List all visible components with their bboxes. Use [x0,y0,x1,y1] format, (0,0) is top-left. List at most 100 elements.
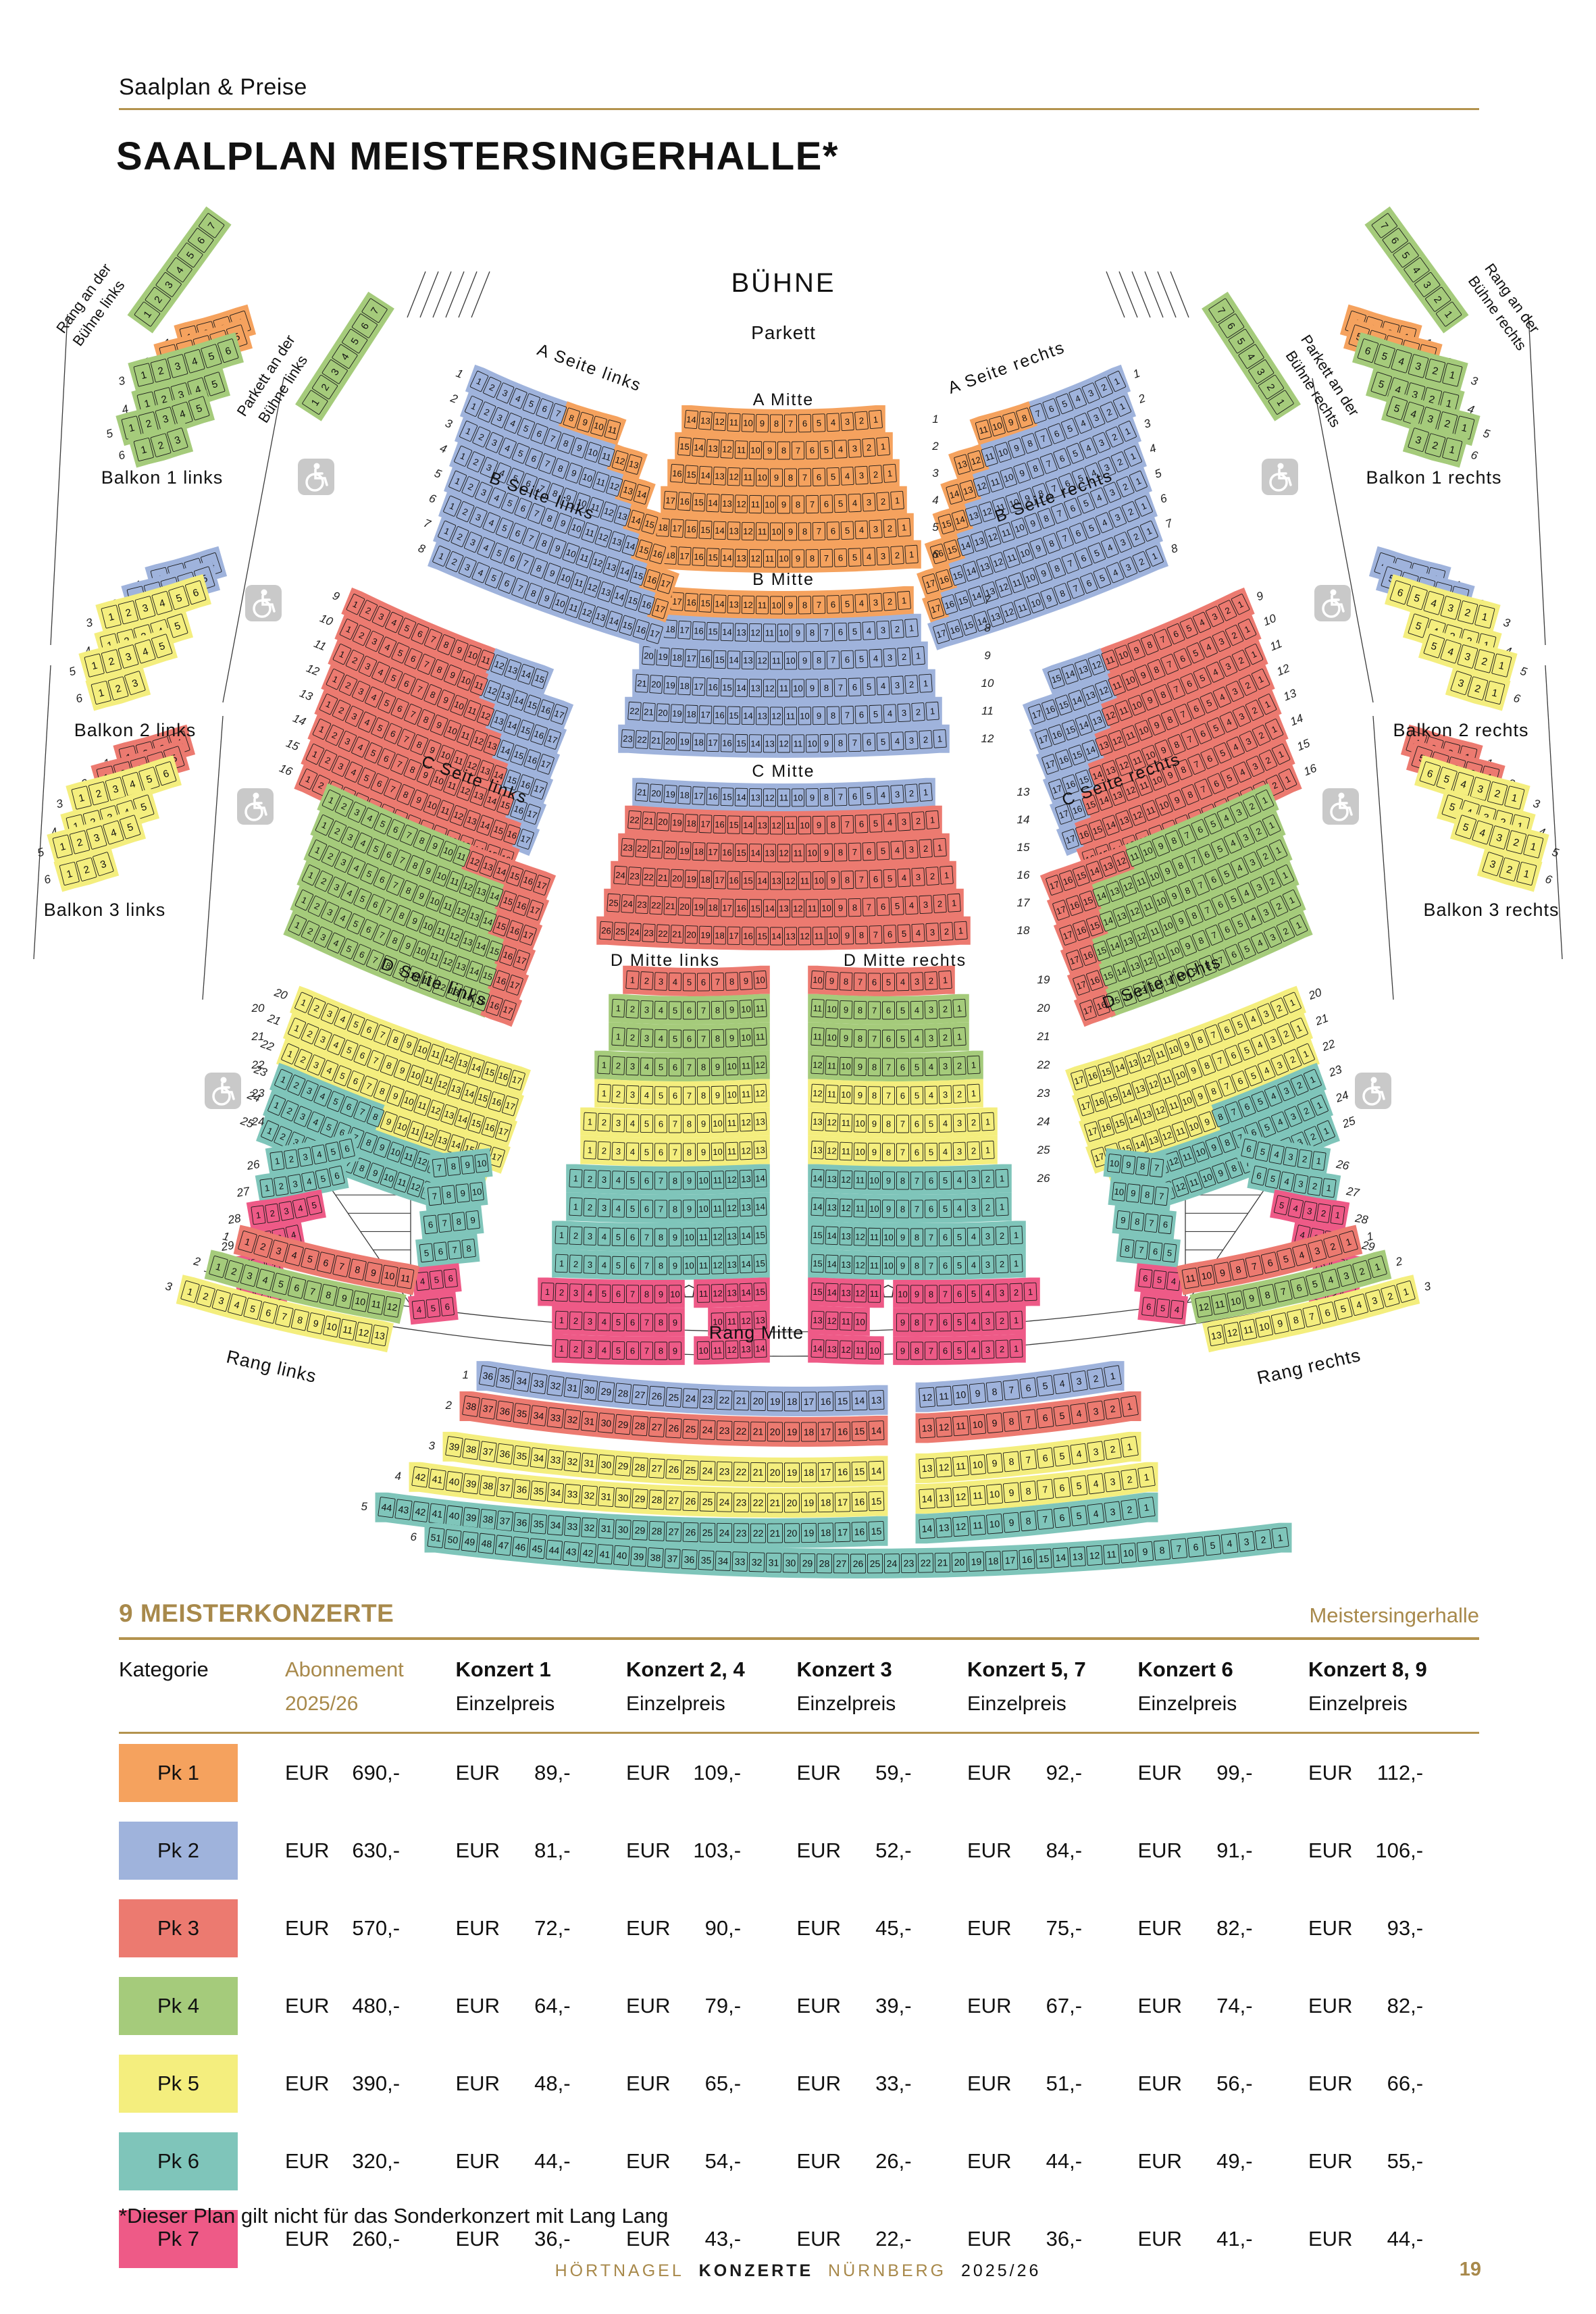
section-ecke-links-sub[interactable]: 7 8 9 107 8 9 106 7 8 95 6 7 84 5 64 5 6 [405,1148,496,1325]
svg-text:24: 24 [719,1497,730,1508]
svg-text:4: 4 [900,977,906,987]
svg-text:8: 8 [817,655,822,665]
svg-text:12: 12 [921,1391,933,1403]
svg-text:9: 9 [915,1289,919,1300]
svg-text:6: 6 [881,902,886,912]
svg-text:9: 9 [743,975,748,985]
svg-text:7: 7 [852,847,858,857]
svg-text:5: 5 [943,1204,948,1214]
svg-text:8: 8 [715,1033,721,1044]
svg-text:3: 3 [84,616,95,630]
section-d-seite-rechts[interactable]: 1234567891011121314151617201234567891011… [1064,983,1360,1220]
section-c-mitte[interactable]: 21 20 19 18 17 16 15 14 13 12 11 10 9 8 7 6 5 4 3 2 122 21 20 1… [592,777,975,950]
svg-text:21: 21 [753,1467,764,1478]
svg-text:6: 6 [824,499,829,509]
svg-text:9: 9 [817,711,821,721]
svg-text:7: 7 [929,1233,933,1243]
section-rang-rechts[interactable]: 1234567891011112345678910111221234567891… [1175,1225,1433,1353]
svg-text:5: 5 [886,977,891,987]
svg-text:2: 2 [880,496,885,507]
svg-text:9: 9 [701,1147,706,1157]
price-cell: EUR 59,- [797,1761,968,1785]
section-d-mitte-rechts[interactable]: 10 9 8 7 6 5 4 3 2 111 10 9 8 7 6 5 4 3 2 111 10 9 8 7 6 5 4 3 2 112 1… [803,965,1045,1365]
section-a-mitte[interactable]: 14 13 12 11 10 9 8 7 6 5 4 3 2 115 14 13 12 11 10 9 8 7 6 5 4 3 2 1… [642,405,926,573]
svg-text:6: 6 [873,874,879,884]
svg-text:12: 12 [713,1288,723,1298]
svg-text:18: 18 [821,1497,831,1508]
svg-text:1: 1 [559,1258,565,1268]
svg-text:9: 9 [767,446,772,456]
svg-text:7: 7 [701,1034,706,1044]
svg-text:3: 3 [616,1146,621,1156]
svg-text:16: 16 [854,1526,865,1537]
svg-text:6: 6 [810,445,815,455]
svg-text:21: 21 [265,1011,282,1028]
svg-text:51: 51 [430,1532,442,1544]
section-b-mitte[interactable]: 1817161514131211109876543211918171615141… [613,586,954,758]
svg-text:14: 14 [827,1287,837,1298]
price-cell: EUR 82,- [1138,1916,1309,1940]
svg-text:10: 10 [827,1032,837,1043]
price-cell: EUR 44,- [456,2149,627,2174]
svg-text:17: 17 [1004,1555,1015,1566]
section-a-seite-rechts[interactable]: 1234567891011112345678910111213212345678… [916,364,1182,650]
plan-label: BÜHNE [731,268,835,298]
plan-label: B Mitte [752,570,815,589]
svg-text:2: 2 [894,624,900,634]
svg-text:9: 9 [470,1215,476,1226]
svg-text:10: 10 [869,1204,879,1214]
svg-text:22: 22 [629,815,640,825]
svg-text:24: 24 [251,1115,265,1128]
svg-text:5: 5 [616,1317,621,1327]
section-c-seite-rechts[interactable]: 1234567891011121314151617123456789101112… [1039,783,1313,1027]
svg-text:23: 23 [1037,1087,1050,1100]
seating-plan-svg[interactable]: 14 13 12 11 10 9 8 7 6 5 4 3 2 115 14 13 12 11 10 9 8 7 6 5 4 3 2 1… [0,203,1596,1584]
svg-text:10: 10 [800,820,810,830]
section-d-mitte-links[interactable]: 1 2 3 4 5 6 7 8 9 101 2 3 4 5 6 7 8 9 10 111 2 3 4 5 6 7 8 9 10 111 2 3… [533,965,775,1365]
svg-text:2: 2 [887,523,892,534]
svg-text:1: 1 [937,734,942,744]
svg-text:5: 5 [602,1289,607,1299]
svg-text:35: 35 [533,1518,544,1530]
table-row: Pk 7 EUR 260,- EUR 36,- EUR 43,- EUR 22,- EU… [119,2200,1479,2278]
svg-text:5: 5 [687,977,692,987]
svg-text:5: 5 [957,1232,962,1242]
svg-text:10: 10 [883,1260,894,1270]
svg-text:10: 10 [765,500,775,510]
svg-text:11: 11 [973,1490,983,1501]
svg-text:8: 8 [872,1090,877,1100]
svg-text:8: 8 [774,419,779,429]
svg-text:4: 4 [867,552,872,562]
svg-text:5: 5 [1166,1248,1173,1258]
svg-text:17: 17 [708,847,718,857]
svg-text:23: 23 [644,928,654,939]
svg-text:4: 4 [438,442,448,456]
svg-text:10: 10 [727,1061,737,1072]
section-balkon3-links[interactable]: 1 2 3 411 2 3 4 521 2 3 4 5 631 2 3 4 541 2 3 4 551 2 36 [34,724,196,892]
svg-text:5: 5 [68,665,78,679]
section-rang-mitte[interactable]: 36 35 34 33 32 31 30 29 28 27 26 25 24 23 22 21 20 19 18 17… [361,1361,1295,1578]
svg-text:4: 4 [602,1231,607,1241]
svg-text:3: 3 [55,797,65,811]
svg-text:25: 25 [702,1527,713,1538]
svg-text:4: 4 [602,1260,607,1270]
plan-label: A Seite links [535,340,644,396]
svg-text:8: 8 [659,1261,663,1271]
svg-text:37: 37 [499,1515,511,1526]
svg-text:19: 19 [804,1527,815,1538]
svg-text:8: 8 [701,1062,706,1072]
category-swatch: Pk 4 [119,1976,238,2035]
